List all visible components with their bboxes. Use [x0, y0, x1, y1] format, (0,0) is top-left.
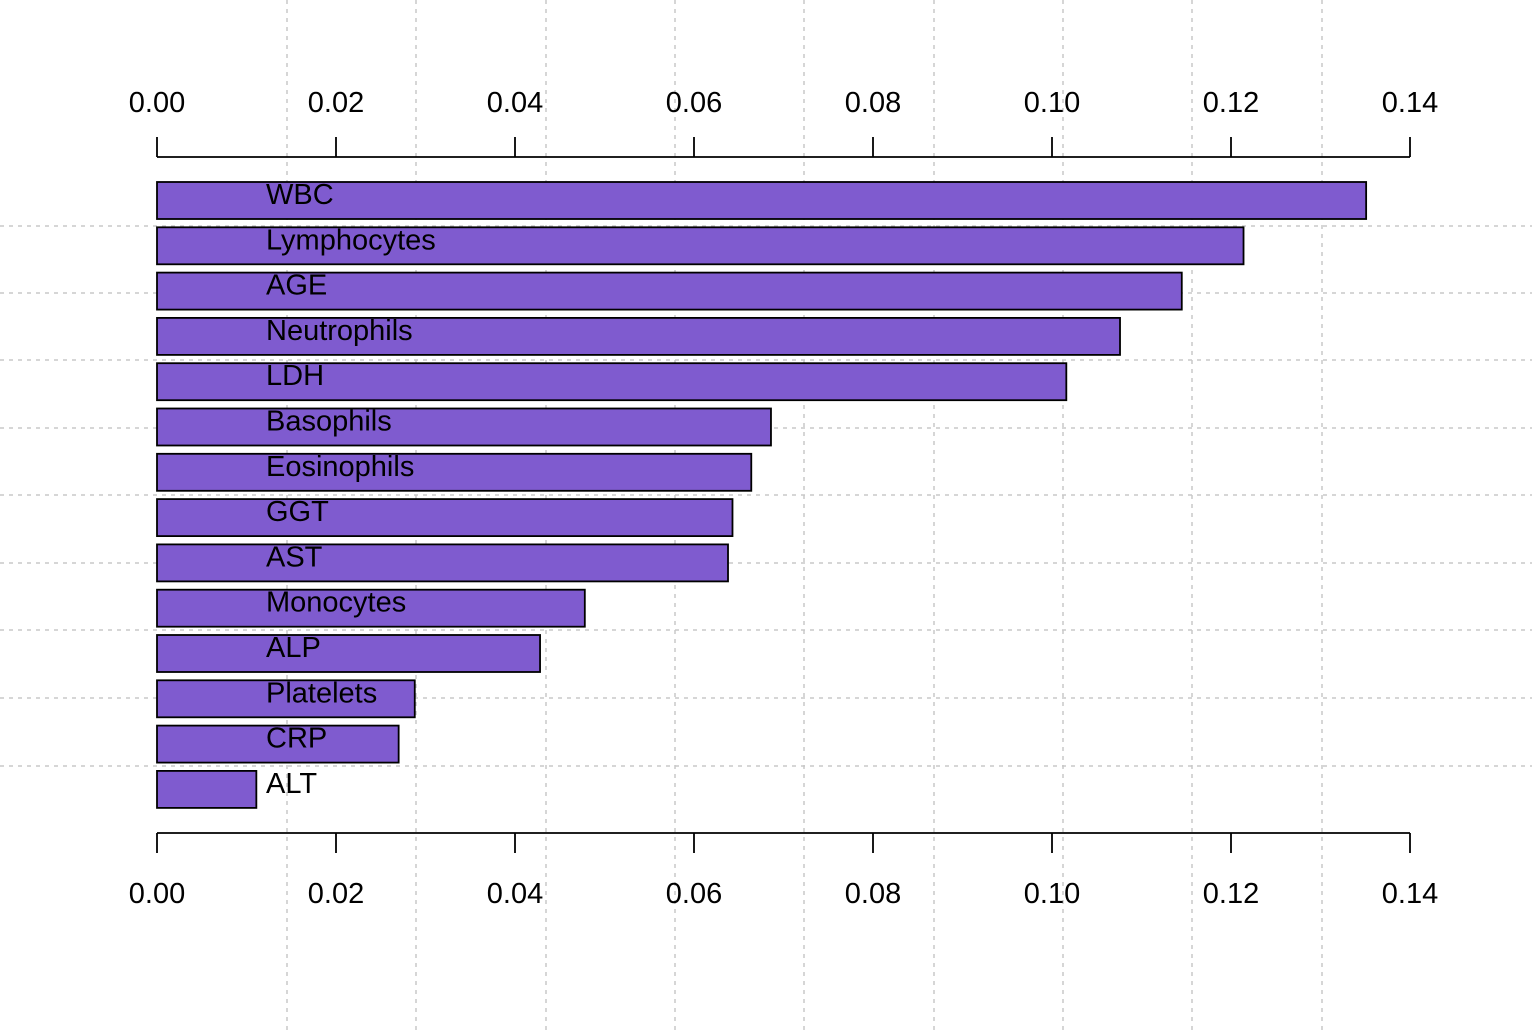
- bar-label-eosinophils: Eosinophils: [266, 451, 414, 483]
- tick-label: 0.08: [845, 87, 901, 119]
- top-x-axis: 0.00 0.02 0.04 0.06 0.08 0.10 0.12 0.14: [129, 87, 1438, 158]
- bar-alt: [156, 770, 258, 809]
- bar-alp: [156, 634, 541, 673]
- bar-label-basophils: Basophils: [266, 406, 392, 438]
- bar-label-crp: CRP: [266, 723, 327, 755]
- bar-label-alp: ALP: [266, 632, 321, 664]
- tick-label: 0.02: [308, 878, 364, 910]
- bar-label-alt: ALT: [266, 768, 317, 800]
- bar-label-platelets: Platelets: [266, 677, 377, 709]
- bar-label-neutrophils: Neutrophils: [266, 315, 413, 347]
- bar-wbc: [156, 181, 1368, 220]
- bar-lymphocytes: [156, 226, 1245, 266]
- tick-label: 0.08: [845, 878, 901, 910]
- bar-basophils: [156, 407, 772, 447]
- bar-platelets: [156, 679, 416, 719]
- bar-age: [156, 271, 1183, 311]
- bar-label-age: AGE: [266, 270, 327, 302]
- bar-ldh: [156, 362, 1068, 402]
- bar-eosinophils: [156, 452, 753, 492]
- bar-label-monocytes: Monocytes: [266, 587, 406, 619]
- tick-label: 0.12: [1203, 87, 1259, 119]
- tick-label: 0.12: [1203, 878, 1259, 910]
- tick-label: 0.10: [1024, 878, 1080, 910]
- tick-label: 0.14: [1382, 87, 1438, 119]
- bar-crp: [156, 724, 400, 764]
- bar-neutrophils: [156, 316, 1121, 356]
- bar-ggt: [156, 498, 734, 538]
- bar-ast: [156, 543, 729, 583]
- tick-label: 0.04: [487, 878, 543, 910]
- bar-monocytes: [156, 588, 586, 628]
- bar-label-lymphocytes: Lymphocytes: [266, 224, 436, 256]
- tick-label: 0.02: [308, 87, 364, 119]
- bar-label-ldh: LDH: [266, 360, 324, 392]
- bars: WBC Lymphocytes AGE Neutrophils LDH Basophils…: [156, 179, 1368, 809]
- tick-label: 0.10: [1024, 87, 1080, 119]
- tick-label: 0.04: [487, 87, 543, 119]
- bar-label-ast: AST: [266, 541, 323, 573]
- bottom-x-axis: 0.00 0.02 0.04 0.06 0.08 0.10 0.12 0.14: [129, 832, 1438, 910]
- bar-label-wbc: WBC: [266, 179, 334, 211]
- tick-label: 0.06: [666, 878, 722, 910]
- tick-label: 0.06: [666, 87, 722, 119]
- tick-label: 0.00: [129, 878, 185, 910]
- tick-label: 0.00: [129, 87, 185, 119]
- tick-label: 0.14: [1382, 878, 1438, 910]
- bar-label-ggt: GGT: [266, 496, 329, 528]
